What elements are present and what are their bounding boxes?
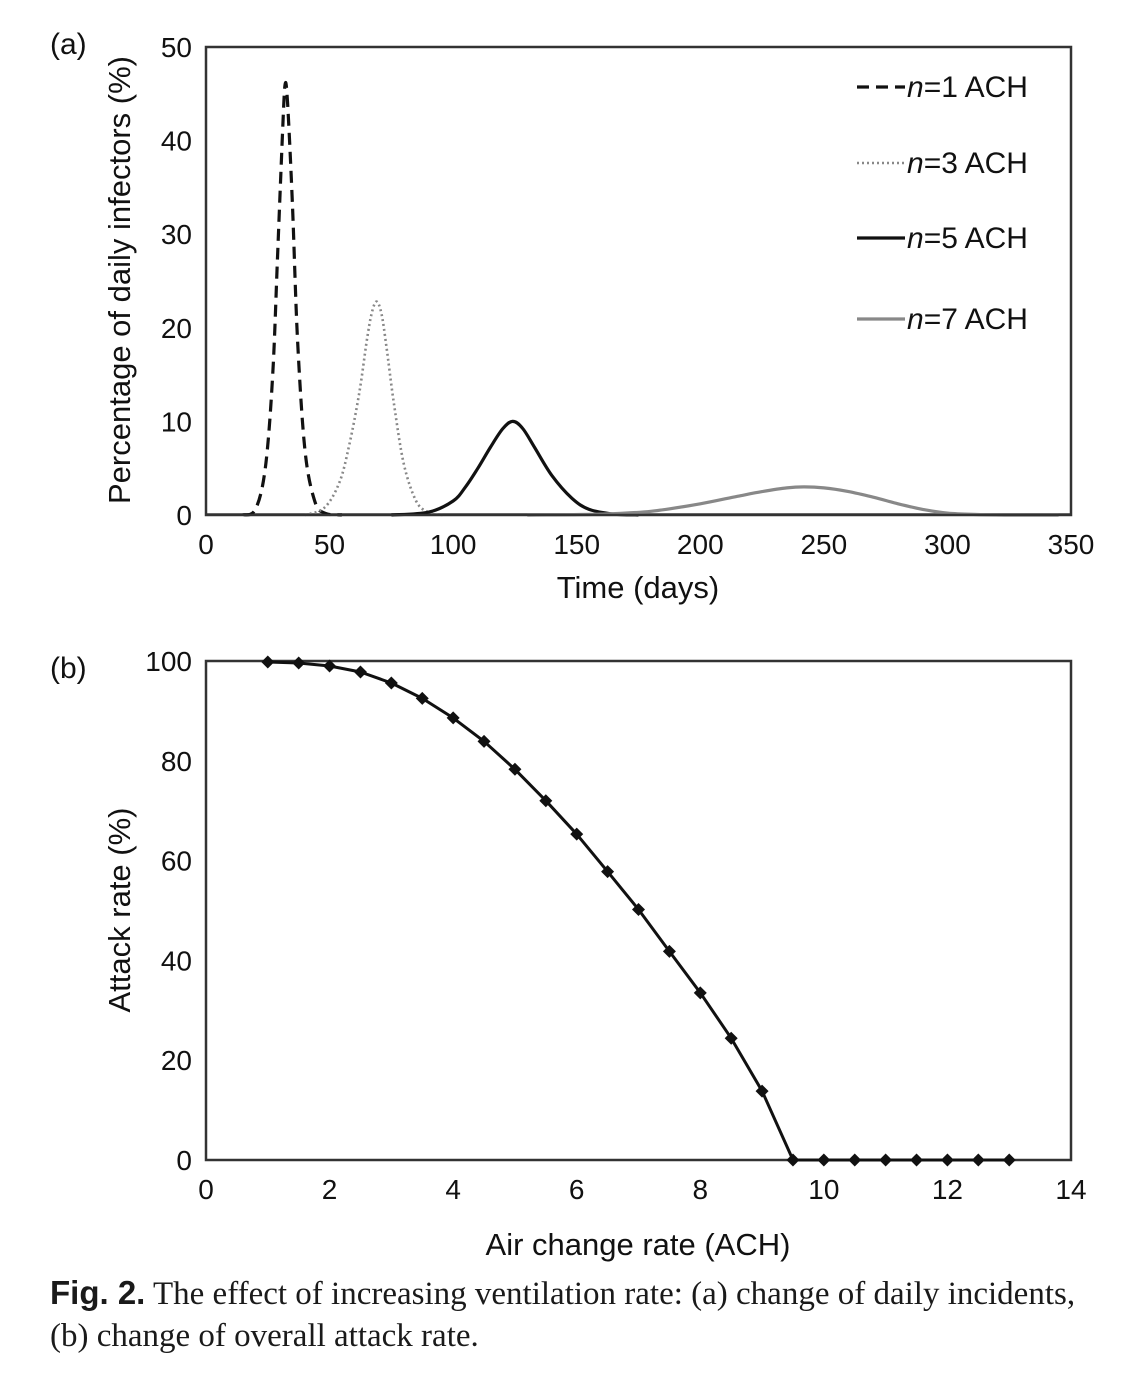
panel-b-x-tick-label: 6 [569,1174,585,1205]
panel-a-y-tick-label: 30 [161,219,192,250]
attack-rate-point [601,865,615,879]
panel-a-x-tick-label: 50 [314,529,345,560]
panel-b-y-tick-label: 60 [161,846,192,877]
caption-label: Fig. 2. [50,1274,146,1311]
panel-b-series [261,655,1016,1167]
attack-rate-point [415,691,429,705]
panel-b-y-ticks: 0 20 40 60 80 100 [145,646,192,1176]
panel-b-x-ticks: 0 2 4 6 8 10 12 14 [198,1174,1086,1205]
panel-a-y-tick-label: 40 [161,126,192,157]
legend-label-n1: n=1 ACH [907,71,1028,104]
attack-rate-point [724,1031,738,1045]
attack-rate-point [477,734,491,748]
attack-rate-point [786,1153,800,1167]
panel-a-x-tick-label: 100 [430,529,477,560]
panel-b-x-tick-label: 14 [1055,1174,1086,1205]
panel-a-y-tick-label: 20 [161,313,192,344]
attack-rate-point [848,1153,862,1167]
panel-a-x-tick-label: 150 [553,529,600,560]
panel-a-x-tick-label: 250 [800,529,847,560]
panel-b-x-tick-label: 10 [808,1174,839,1205]
attack-rate-point [910,1153,924,1167]
panel-a-legend: n=1 ACH n=3 ACH n=5 ACH n=7 ACH [857,71,1028,336]
attack-rate-point [570,827,584,841]
panel-a-plot-frame [204,45,1073,517]
panel-b-y-tick-label: 80 [161,746,192,777]
attack-rate-point [261,655,275,669]
attack-rate-point [539,794,553,808]
figure-caption: Fig. 2. The effect of increasing ventila… [50,1272,1110,1357]
panel-b-y-tick-label: 0 [176,1145,192,1176]
panel-b-label: (b) [50,652,87,685]
series-line-n5-ach [391,419,639,517]
series-line-n7-ach [527,485,1059,517]
panel-b-x-axis-title: Air change rate (ACH) [486,1227,791,1262]
panel-a-chart: (a) 0 50 100 150 200 250 300 350 0 10 20 30 40 50 Ti… [50,28,1094,605]
panel-a-x-tick-label: 0 [198,529,214,560]
series-line-n1-ach [242,80,343,517]
panel-b-y-tick-label: 20 [161,1045,192,1076]
panel-a-y-tick-label: 0 [176,500,192,531]
panel-b-x-tick-label: 2 [322,1174,338,1205]
panel-b-x-tick-label: 0 [198,1174,214,1205]
legend-label-n7: n=7 ACH [907,303,1028,336]
attack-rate-point [353,665,367,679]
attack-rate-point [384,676,398,690]
panel-b-x-tick-label: 4 [445,1174,461,1205]
panel-a-x-ticks: 0 50 100 150 200 250 300 350 [198,529,1094,560]
attack-rate-point [292,656,306,670]
attack-rate-point [446,711,460,725]
attack-rate-point [879,1153,893,1167]
panel-b-y-tick-label: 40 [161,945,192,976]
panel-b-x-tick-label: 8 [692,1174,708,1205]
attack-rate-point [971,1153,985,1167]
panel-b-chart: (b) 0 2 4 6 8 10 12 14 0 20 40 60 80 100 Air change … [50,646,1087,1262]
panel-a-y-tick-label: 50 [161,32,192,63]
legend-label-n5: n=5 ACH [907,222,1028,255]
attack-rate-point [940,1153,954,1167]
legend-label-n3: n=3 ACH [907,147,1028,180]
panel-b-plot-frame [204,659,1073,1162]
attack-rate-point [1002,1153,1016,1167]
attack-rate-point [817,1153,831,1167]
attack-rate-point [662,944,676,958]
attack-rate-point [755,1084,769,1098]
caption-text: The effect of increasing ventilation rat… [50,1276,1076,1354]
panel-a-y-tick-label: 10 [161,406,192,437]
panel-b-x-tick-label: 12 [932,1174,963,1205]
panel-a-y-axis-title: Percentage of daily infectors (%) [102,56,137,504]
attack-rate-point [693,986,707,1000]
panel-a-y-ticks: 0 10 20 30 40 50 [161,32,192,531]
panel-b-y-axis-title: Attack rate (%) [102,808,137,1013]
panel-a-x-tick-label: 200 [677,529,724,560]
series-line-n3-ach [304,300,444,517]
panel-a-label: (a) [50,28,87,61]
attack-rate-point [508,762,522,776]
panel-a-x-tick-label: 300 [924,529,971,560]
panel-b-y-tick-label: 100 [145,646,192,677]
attack-rate-point [323,659,337,673]
panel-a-x-tick-label: 350 [1048,529,1095,560]
attack-rate-point [632,903,645,917]
panel-a-x-axis-title: Time (days) [557,570,719,605]
